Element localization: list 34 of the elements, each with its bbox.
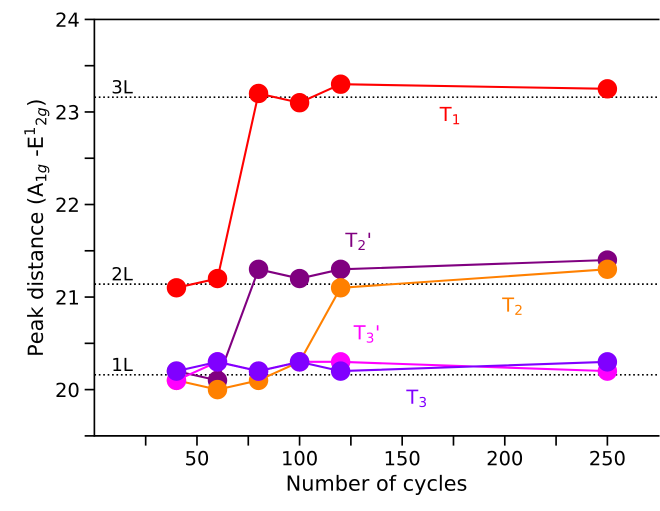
x-tick-label: 200 [488, 450, 522, 466]
y-tick-label: 24 [56, 12, 79, 27]
y-tick-label: 21 [56, 290, 78, 304]
series-label: T$_{3}$ [406, 390, 426, 408]
ref-line-label: 3L [112, 80, 133, 94]
ref-line-label: 1L [113, 358, 133, 372]
point [290, 92, 310, 112]
point [208, 268, 228, 288]
ref-line-label: 2L [112, 266, 133, 280]
y-tick-label: 23 [56, 104, 78, 120]
y-axis-title: Peak distance (A$_{1g}$ -E$^{1}$$_{2g}$) [24, 100, 50, 355]
series-label: T$_{3}$' [354, 325, 378, 343]
x-tick-label: 150 [386, 450, 420, 466]
y-tick-label: 20 [56, 382, 79, 398]
point [598, 260, 618, 280]
point [248, 84, 268, 104]
y-tick-label: 22 [56, 197, 78, 212]
point [330, 278, 350, 298]
point [330, 260, 350, 280]
point [248, 260, 268, 280]
x-tick-label: 50 [186, 450, 208, 466]
point [330, 361, 350, 381]
series-label: T$_{2}$' [345, 232, 370, 250]
point [208, 380, 228, 400]
point [598, 79, 618, 99]
series-label: T$_{2}$ [502, 298, 522, 315]
point [166, 278, 186, 298]
series-label: T$_{1}$ [440, 106, 460, 124]
point [290, 268, 310, 288]
point [330, 74, 350, 94]
x-tick-label: 100 [283, 450, 317, 466]
point [598, 352, 618, 372]
x-axis-title: Number of cycles [288, 474, 466, 496]
x-tick-label: 250 [590, 450, 625, 466]
